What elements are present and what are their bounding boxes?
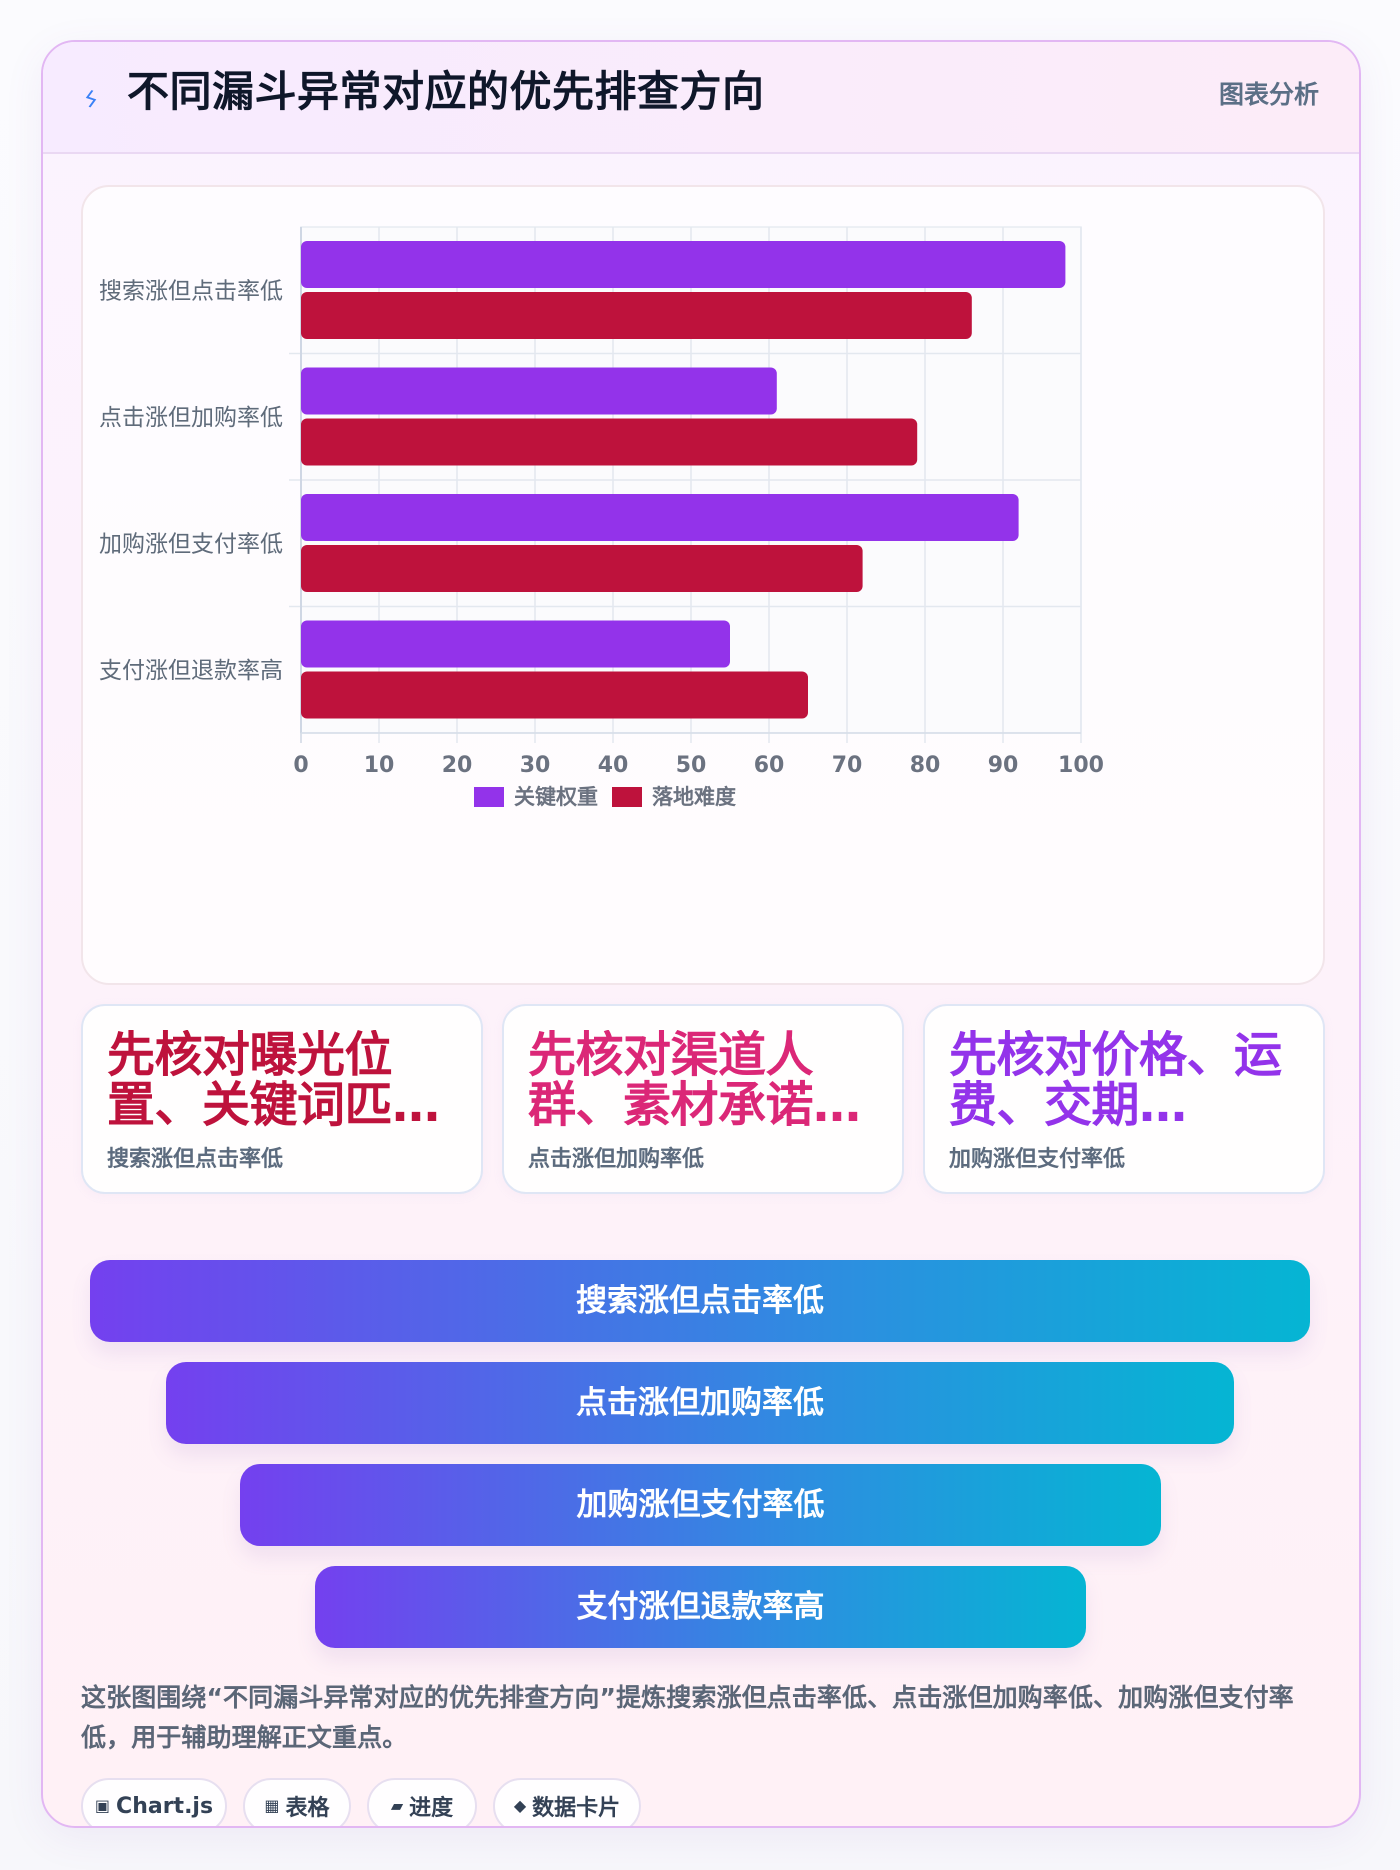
insight-card-price: 先核对价格、运费、交期… 加购涨但支付率低 xyxy=(923,1004,1325,1194)
legend-swatch xyxy=(612,787,642,807)
data-card-chip: ◆ 数据卡片 xyxy=(493,1778,641,1826)
chart-bar xyxy=(301,671,808,719)
chartjs-chip: ▣ Chart.js xyxy=(81,1778,227,1826)
chart-x-tick-label: 90 xyxy=(988,753,1019,778)
chart-bar xyxy=(301,418,918,466)
chip-label: 数据卡片 xyxy=(532,1796,621,1821)
feature-chip-row: ▣ Chart.js ▦ 表格 ▰ 进度 ◆ 数据卡片 xyxy=(81,1778,1321,1826)
legend-swatch xyxy=(474,787,504,807)
funnel-step: 搜索涨但点击率低 xyxy=(90,1260,1310,1342)
chart-category-label: 加购涨但支付率低 xyxy=(99,531,283,557)
chart-bar xyxy=(301,545,863,592)
chart-x-tick-label: 20 xyxy=(442,753,473,778)
page-title: 不同漏斗异常对应的优先排查方向 xyxy=(127,67,765,116)
chip-label: 进度 xyxy=(409,1796,454,1821)
horizontal-bar-chart: 0 10 20 30 40 50 60 70 80 90 100 搜索涨但点击率低点击涨但加购率低加购… xyxy=(99,226,1104,809)
insight-card-title: 先核对价格、运费、交期… xyxy=(949,1030,1282,1130)
chart-panel: 0 10 20 30 40 50 60 70 80 90 100 搜索涨但点击率低 点击涨但加购率低 加购… xyxy=(81,185,1325,985)
chart-x-tick-label: 80 xyxy=(910,753,941,778)
analysis-card: ϟ 不同漏斗异常对应的优先排查方向 图表分析 0 10 20 30 40 50 60 70 80… xyxy=(41,40,1361,1828)
chart-bar xyxy=(301,367,777,415)
funnel: 搜索涨但点击率低 点击涨但加购率低 加购涨但支付率低 支付涨但退款率高 xyxy=(43,1222,1359,1648)
insight-card-subtitle: 点击涨但加购率低 xyxy=(528,1147,705,1172)
chart-bar xyxy=(301,292,972,339)
lightning-icon: ϟ xyxy=(79,86,102,115)
chart-x-tick-label: 40 xyxy=(598,753,629,778)
funnel-step: 点击涨但加购率低 xyxy=(166,1362,1234,1444)
chart-x-tick-label: 10 xyxy=(364,753,395,778)
legend-label: 落地难度 xyxy=(652,785,736,809)
chip-label: Chart.js xyxy=(116,1793,214,1819)
insight-card-channel: 先核对渠道人群、素材承诺… 点击涨但加购率低 xyxy=(502,1004,904,1194)
chart-category-label: 搜索涨但点击率低 xyxy=(99,278,283,304)
table-chip: ▦ 表格 xyxy=(243,1778,351,1826)
chart-analysis-tag: 图表分析 xyxy=(1218,80,1319,109)
chart-x-tick-label: 100 xyxy=(1058,753,1104,778)
chart-bar xyxy=(301,241,1066,288)
insight-card-search: 先核对曝光位置、关键词匹… 搜索涨但点击率低 xyxy=(81,1004,483,1194)
chart-bar xyxy=(301,620,730,668)
legend-label: 关键权重 xyxy=(514,785,598,809)
chart-bar xyxy=(301,494,1019,541)
chart-category-label: 点击涨但加购率低 xyxy=(99,405,283,431)
funnel-step: 支付涨但退款率高 xyxy=(315,1566,1086,1648)
card-header: ϟ 不同漏斗异常对应的优先排查方向 图表分析 xyxy=(43,42,1359,154)
data-card-icon: ◆ xyxy=(513,1796,527,1815)
table-icon: ▦ xyxy=(264,1796,280,1815)
chart-x-tick-label: 70 xyxy=(832,753,863,778)
insight-card-row: 先核对曝光位置、关键词匹… 搜索涨但点击率低 先核对渠道人群、素材承诺… 点击涨… xyxy=(81,1004,1325,1194)
chip-label: 表格 xyxy=(285,1796,330,1821)
chart-x-tick-label: 60 xyxy=(754,753,785,778)
chart-icon: ▣ xyxy=(94,1796,111,1815)
funnel-step: 加购涨但支付率低 xyxy=(240,1464,1161,1546)
progress-chip: ▰ 进度 xyxy=(367,1778,477,1826)
chart-x-tick-label: 50 xyxy=(676,753,707,778)
insight-card-title: 先核对曝光位置、关键词匹… xyxy=(107,1030,440,1130)
chart-description: 这张图围绕“不同漏斗异常对应的优先排查方向”提炼搜索涨但点击率低、点击涨但加购率… xyxy=(81,1683,1294,1752)
progress-icon: ▰ xyxy=(390,1796,404,1815)
chart-x-tick-label: 30 xyxy=(520,753,551,778)
insight-card-title: 先核对渠道人群、素材承诺… xyxy=(528,1030,861,1130)
chart-x-tick-label: 0 xyxy=(293,753,308,778)
insight-card-subtitle: 加购涨但支付率低 xyxy=(949,1147,1126,1172)
insight-card-subtitle: 搜索涨但点击率低 xyxy=(107,1147,284,1172)
chart-category-label: 支付涨但退款率高 xyxy=(99,658,283,684)
